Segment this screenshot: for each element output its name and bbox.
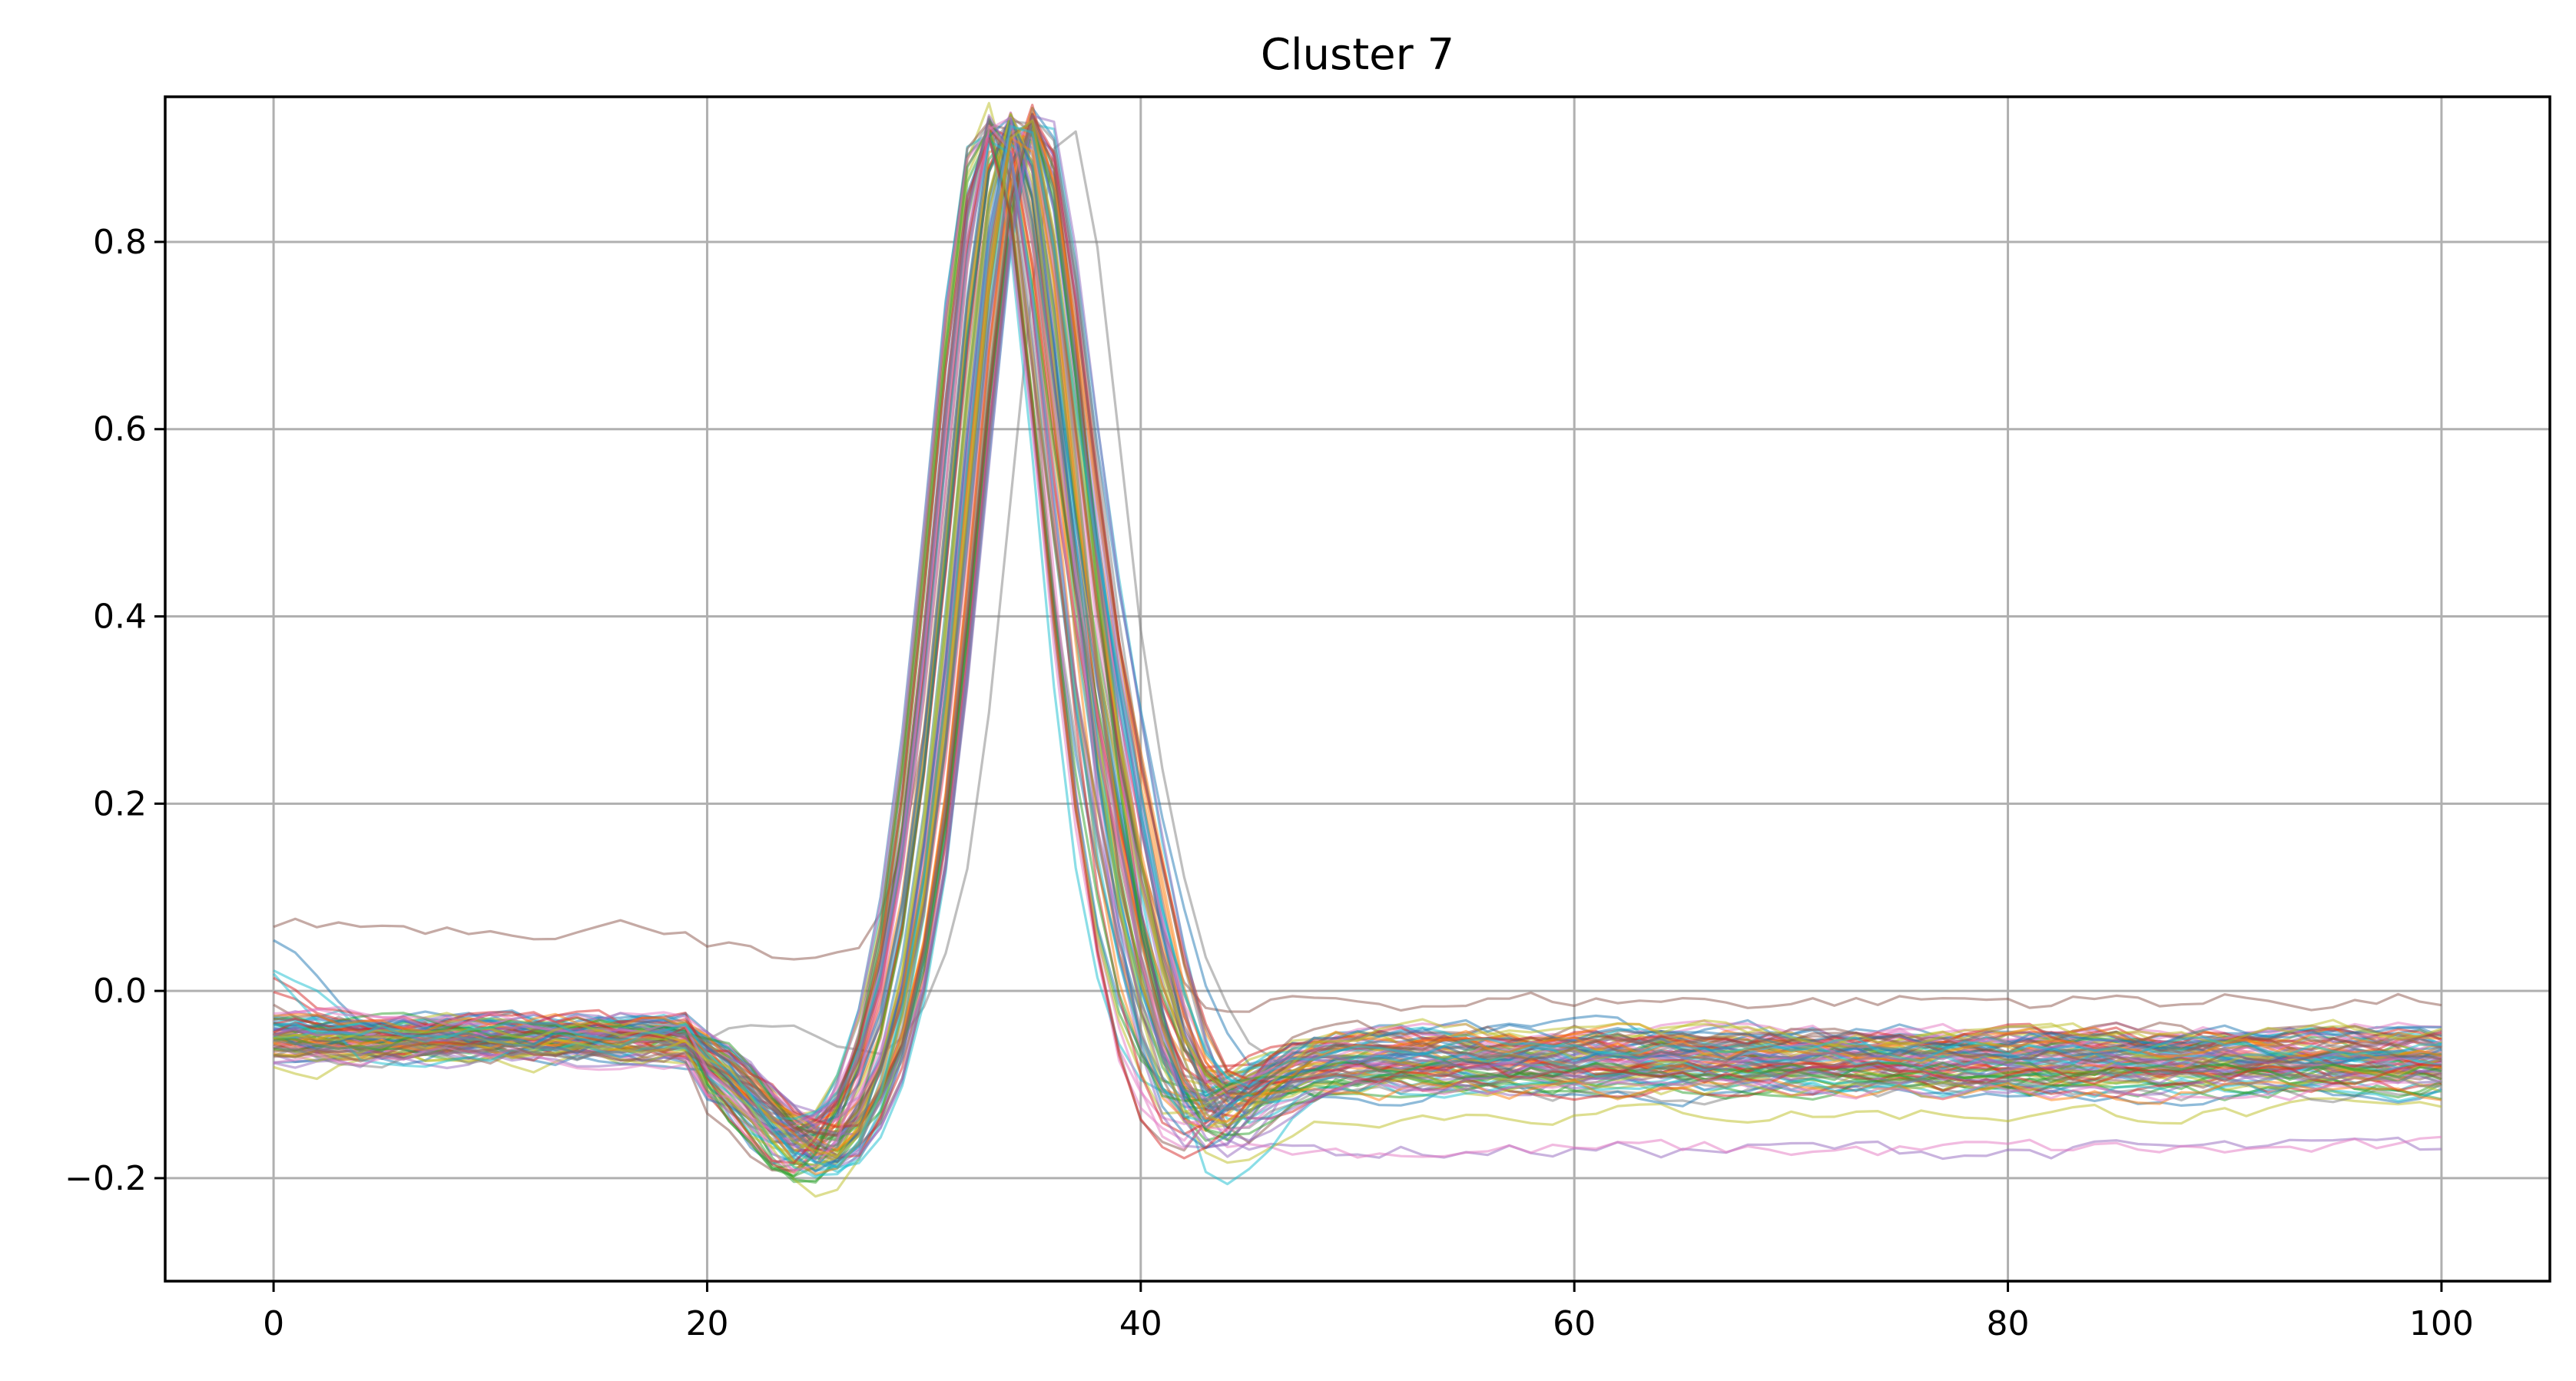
series-line xyxy=(273,121,2442,1137)
series-line xyxy=(273,139,2442,1151)
series-line xyxy=(273,144,2442,1131)
series-line xyxy=(274,117,2442,1173)
y-tick-label: 0.4 xyxy=(93,598,147,637)
series-line xyxy=(273,114,2442,1124)
series-line xyxy=(273,118,2442,1129)
series-line xyxy=(274,133,2442,1171)
series-line xyxy=(274,120,2442,1172)
x-tick-label: 60 xyxy=(1553,1304,1596,1343)
series-line xyxy=(274,116,2442,1172)
x-tick-label: 0 xyxy=(263,1304,284,1343)
series-line xyxy=(273,119,2442,1158)
y-tick-label: 0.0 xyxy=(93,972,147,1011)
series-line xyxy=(273,121,2442,1142)
x-tick-label: 20 xyxy=(685,1304,728,1343)
series-line xyxy=(273,112,2442,1167)
y-tick-label: 0.2 xyxy=(93,784,147,823)
chart-title: Cluster 7 xyxy=(1261,30,1454,80)
series-line xyxy=(273,111,2442,1013)
series-line xyxy=(273,114,2442,1134)
series-line xyxy=(274,120,2442,1164)
series-line xyxy=(273,125,2442,1152)
series-line xyxy=(273,124,2442,1154)
series-line xyxy=(273,119,2442,1135)
series-line xyxy=(273,131,2442,1148)
x-tick-label: 40 xyxy=(1119,1304,1162,1343)
series-line xyxy=(273,120,2442,1129)
series-line xyxy=(274,107,2442,1152)
series-line xyxy=(273,117,2442,1140)
series-line xyxy=(274,124,2442,1169)
series-line xyxy=(273,129,2442,1160)
series-line xyxy=(273,113,2442,1136)
series-line xyxy=(274,113,2442,1172)
series-line xyxy=(273,116,2442,1122)
series-line xyxy=(274,124,2442,1159)
axis-ticks: 0 20 40 60 80 100 −0.2 0.0 0.2 0.4 0.6 0.8 xyxy=(65,223,2474,1343)
series-line xyxy=(274,107,2442,1136)
x-tick-label: 80 xyxy=(1987,1304,2030,1343)
series-line xyxy=(273,124,2442,1126)
series-line xyxy=(273,114,2442,1136)
series-line xyxy=(273,114,2442,1128)
grid xyxy=(165,97,2550,1281)
series-line xyxy=(274,139,2442,1123)
series-group xyxy=(272,101,2442,1198)
series-line xyxy=(273,124,2442,1132)
series-line xyxy=(273,123,2442,1118)
y-tick-label: 0.6 xyxy=(93,410,147,449)
x-tick-label: 100 xyxy=(2409,1304,2474,1343)
series-line xyxy=(274,126,2442,1153)
series-line xyxy=(273,115,2442,1121)
series-line xyxy=(273,128,2442,1136)
series-line xyxy=(273,115,2442,1138)
series-line xyxy=(274,134,2442,1131)
series-line xyxy=(273,120,2442,1149)
series-line xyxy=(273,112,2442,1157)
plot-frame xyxy=(164,95,2551,1283)
series-line xyxy=(273,115,2442,1138)
series-line xyxy=(273,124,2442,1132)
series-line xyxy=(273,101,2442,1124)
series-line xyxy=(273,150,2442,1129)
series-line xyxy=(274,131,2442,1164)
series-line xyxy=(273,124,2442,1164)
series-line xyxy=(273,137,2442,1161)
series-line xyxy=(273,131,2442,1134)
series-line xyxy=(273,121,2442,1137)
series-line xyxy=(273,130,2442,1078)
series-line xyxy=(273,104,2442,1134)
y-tick-label: 0.8 xyxy=(93,223,147,262)
series-line xyxy=(273,115,2442,1137)
series-line xyxy=(273,127,2442,1161)
series-line xyxy=(273,128,2442,1153)
y-tick-label: −0.2 xyxy=(65,1159,147,1198)
series-line xyxy=(273,116,2442,1128)
series-line xyxy=(273,125,2442,1167)
